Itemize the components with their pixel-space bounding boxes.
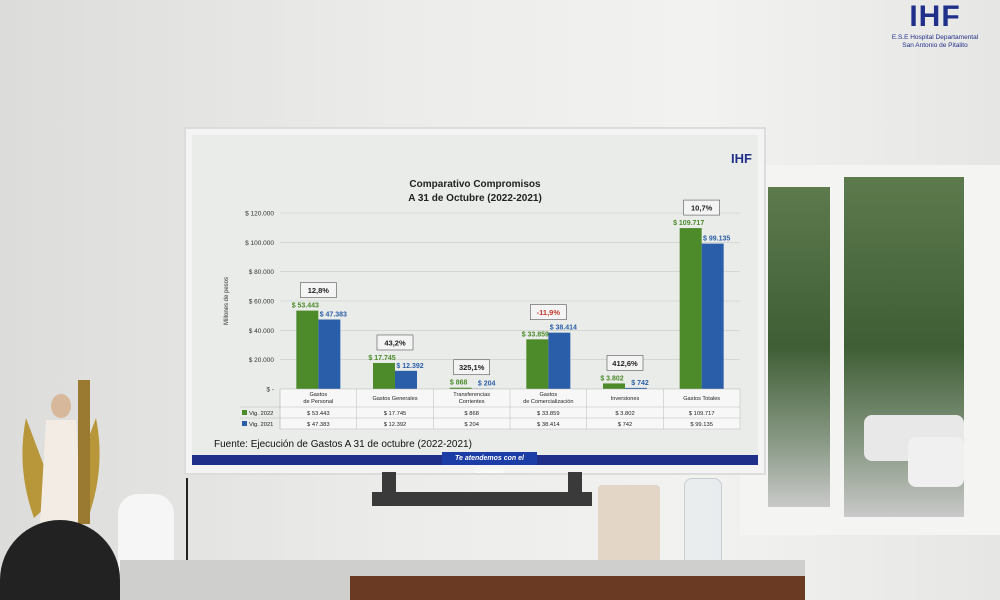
bar-2022: [526, 339, 549, 389]
bar-2022: [373, 362, 395, 389]
logo-line-2: San Antonio de Pitalito: [902, 42, 968, 49]
y-tick-label: $ 120.000: [245, 211, 274, 218]
category-label: Gastos Generales: [372, 396, 417, 402]
angel-statue: [16, 378, 106, 526]
table-cell: $ 17.745: [384, 411, 407, 417]
table-cell: $ 33.859: [537, 411, 560, 417]
data-label: $ 33.859: [522, 331, 549, 338]
y-tick-label: $ 100.000: [245, 240, 274, 247]
variation-box: [530, 304, 567, 320]
table-cell: $ 204: [464, 422, 479, 428]
variation-label: -11,9%: [537, 308, 561, 317]
table-cell: $ 3.802: [615, 411, 634, 417]
paper-towel-roll: [598, 485, 660, 563]
data-label: $ 99.135: [703, 236, 730, 243]
variation-label: 10,7%: [691, 204, 713, 213]
table-cell: $ 868: [464, 411, 479, 417]
data-label: $ 47.383: [320, 312, 347, 319]
data-label: $ 38.414: [550, 325, 577, 332]
category-label: Corrientes: [459, 399, 485, 405]
chart-subtitle: A 31 de Octubre (2022-2021): [408, 193, 542, 204]
bar-2022: [449, 387, 472, 389]
bar-2021: [548, 332, 571, 389]
wooden-cabinet: [350, 576, 805, 600]
data-label: $ 53.443: [292, 303, 319, 310]
y-tick-label: $ 60.000: [249, 299, 275, 306]
category-label: de Personal: [303, 399, 333, 405]
tv-cable: [186, 478, 218, 598]
category-label: Transferencias: [453, 392, 490, 398]
window-pane: [768, 187, 830, 507]
variation-box: [453, 359, 490, 376]
bar-2021: [318, 319, 341, 389]
bar-2022: [296, 310, 319, 389]
legend-label: Vig. 2022: [249, 411, 273, 417]
chart-title: Comparativo Compromisos: [409, 179, 541, 190]
data-label: $ 868: [450, 380, 468, 387]
category-label: Gastos: [539, 392, 557, 398]
footer-strip: Te atendemos con el Corazón: [192, 452, 758, 475]
window: [740, 165, 1000, 535]
data-label: $ 204: [478, 381, 496, 388]
source-note: Fuente: Ejecución de Gastos A 31 de octu…: [214, 439, 472, 450]
bar-2022: [679, 228, 702, 389]
variation-label: 12,8%: [308, 286, 330, 295]
bar-2021: [625, 387, 647, 389]
variation-label: 412,6%: [612, 359, 638, 368]
y-axis-label: Millones de pesos: [224, 277, 230, 325]
hospital-logo: IHF E.S.E Hospital Departamental San Ant…: [880, 0, 990, 58]
y-tick-label: $ 40.000: [249, 328, 275, 335]
data-label: $ 742: [631, 380, 649, 387]
tv-monitor: Comparativo Compromisos A 31 de Octubre …: [184, 127, 766, 475]
data-label: $ 12.392: [396, 363, 423, 370]
y-tick-label: $ -: [266, 387, 274, 394]
y-tick-label: $ 80.000: [249, 269, 275, 276]
angel-statue-icon: [22, 380, 100, 524]
legend-label: Vig. 2021: [249, 422, 273, 428]
presentation-screen: Comparativo Compromisos A 31 de Octubre …: [192, 135, 758, 475]
variation-label: 325,1%: [459, 363, 485, 372]
variation-label: 43,2%: [384, 338, 406, 347]
bar-chart: $ - $ 20.000 $ 40.000 $ 60.000 $ 80.000 $ 100…: [224, 199, 741, 430]
variation-box: [683, 199, 720, 216]
table-cell: $ 12.392: [384, 422, 407, 428]
table-cell: $ 38.414: [537, 422, 560, 428]
table-cell: $ 47.383: [307, 422, 330, 428]
slide-logo: IHF: [731, 151, 752, 166]
data-label: $ 17.745: [368, 355, 395, 362]
table-cell: $ 99.135: [690, 422, 713, 428]
table-cell: $ 53.443: [307, 411, 330, 417]
category-label: Gastos Totales: [683, 396, 720, 402]
variation-box: [300, 282, 337, 298]
y-tick-label: $ 20.000: [249, 357, 275, 364]
legend-swatch: [242, 421, 247, 426]
logo-line-1: E.S.E Hospital Departamental: [891, 34, 979, 41]
slogan-badge: Te atendemos con el Corazón: [442, 452, 537, 475]
bar-2021: [395, 370, 417, 389]
data-label: $ 109.717: [673, 220, 704, 227]
tv-stand-icon: [372, 472, 592, 506]
data-label: $ 3.802: [600, 375, 623, 382]
legend-swatch: [242, 410, 247, 415]
table-cell: $ 742: [618, 422, 633, 428]
bar-2022: [603, 383, 625, 389]
category-label: Gastos: [309, 392, 327, 398]
variation-box: [606, 355, 644, 371]
parked-car: [908, 437, 964, 487]
counter: [120, 560, 805, 600]
variation-box: [376, 334, 414, 351]
bar-2021: [701, 243, 724, 389]
water-bottle: [684, 478, 722, 572]
table-cell: $ 109.717: [689, 411, 715, 417]
tv-stand: [372, 472, 592, 507]
logo-mark: IHF: [909, 0, 961, 33]
category-label: Inversiones: [611, 396, 640, 402]
category-label: de Comercialización: [523, 399, 573, 405]
